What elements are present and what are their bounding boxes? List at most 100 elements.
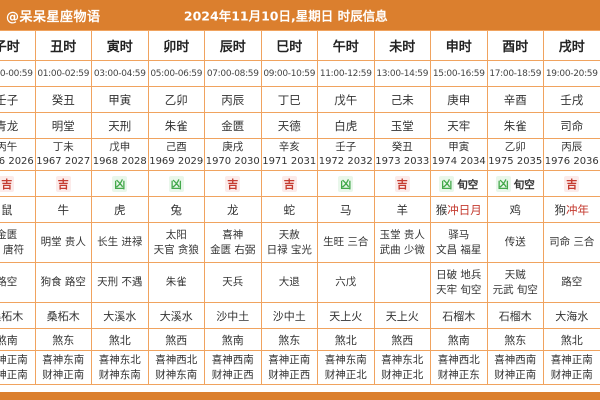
- zodiac-animal: 虎: [114, 202, 126, 217]
- gods-direction-cell: 喜神西南 财神正西: [204, 350, 262, 385]
- xiongshen-line: 路空: [561, 276, 583, 289]
- jishen-line: 玉堂 贵人: [379, 229, 425, 242]
- year-ganzhi: 丙午: [0, 141, 18, 154]
- zodiac-animal: 鸡: [509, 202, 522, 217]
- sha-direction: 煞南煞东煞北煞西煞南煞东煞北煞西煞南煞东煞北: [0, 328, 600, 351]
- top-banner: @呆呆星座物语 2024年11月10日,星期日 时辰信息: [0, 0, 600, 30]
- auspicious-gods-cell: 太阳 天官 贪狼: [147, 222, 205, 263]
- luck-chip: 凶: [495, 175, 511, 192]
- direction-line: 财神正南: [42, 368, 85, 381]
- zodiac-animal: 鼠: [1, 202, 13, 217]
- hour-ganzhi: 壬子癸丑甲寅乙卯丙辰丁巳戊午己未庚申辛酉壬戌: [0, 86, 600, 113]
- nayin-cell: 桑柘木: [34, 302, 92, 329]
- xiongshen-line: 六戊: [335, 276, 357, 289]
- jishen-line: 日禄 宝光: [266, 243, 312, 256]
- hour-header-cell: 卯时: [147, 30, 205, 61]
- huangdao-star-cell: 朱雀: [486, 112, 544, 139]
- year-ganzhi: 辛亥: [278, 141, 300, 154]
- sha-direction-cell: 煞东: [486, 328, 544, 351]
- sha-direction-cell: 煞东: [260, 328, 318, 351]
- inauspicious-gods-cell: 路空: [543, 262, 600, 303]
- xiongshen-line: 天贼: [504, 269, 526, 282]
- direction-line: 财神正南: [494, 368, 537, 381]
- direction-line: 财神正北: [381, 368, 424, 381]
- year-pair-cell: 辛亥 1971 2031: [260, 138, 318, 171]
- luck-extra: 旬空: [457, 178, 479, 191]
- luck-chip: 吉: [281, 175, 297, 192]
- year-pair-cell: 甲寅 1974 2034: [430, 138, 488, 171]
- nayin-cell: 天上火: [373, 302, 431, 329]
- auspicious-gods-cell: 明堂 贵人: [34, 222, 92, 263]
- hour-header-cell: 子时: [0, 30, 36, 61]
- year-pair-cell: 己酉 1969 2029: [147, 138, 205, 171]
- zodiac-clash: 冲年: [566, 202, 589, 217]
- sha-direction-cell: 煞南: [430, 328, 488, 351]
- zodiac-cell: 马: [317, 196, 375, 223]
- time-range-cell: 17:00-18:59: [486, 60, 544, 87]
- time-range: 23:00-00:5901:00-02:5903:00-04:5905:00-0…: [0, 60, 600, 87]
- jishen-line: 文昌 福星: [436, 243, 482, 256]
- year-ganzhi: 壬子: [335, 141, 357, 154]
- nayin-cell: 大溪水: [91, 302, 149, 329]
- jishen-line: 天官 贪狼: [153, 243, 199, 256]
- inauspicious-gods-cell: 天兵: [204, 262, 262, 303]
- year-numbers: 1976 2036: [544, 155, 599, 167]
- jishen-line: 太阳: [165, 229, 187, 242]
- direction-line: 喜神西北: [155, 354, 198, 367]
- xiongshen-line: 天刑 不遇: [97, 276, 143, 289]
- jishen-line: 喜神: [222, 229, 244, 242]
- jishen-line: 传送: [504, 236, 526, 249]
- luck-verdict-cell: 吉: [204, 170, 262, 197]
- jishen-line: 金匮: [0, 229, 18, 242]
- luck-verdict-cell: 凶旬空: [486, 170, 544, 197]
- luck-chip: 凶: [168, 175, 184, 192]
- sha-direction-cell: 煞西: [373, 328, 431, 351]
- auspicious-gods-cell: 司命 三合: [543, 222, 600, 263]
- huangdao-star-cell: 天刑: [91, 112, 149, 139]
- direction-line: 财神正西: [211, 368, 254, 381]
- zodiac-cell: 羊: [373, 196, 431, 223]
- hour-ganzhi-cell: 戊午: [317, 86, 375, 113]
- gods-direction-cell: 喜神东北 财神东南: [91, 350, 149, 385]
- hour-ganzhi-cell: 壬戌: [543, 86, 600, 113]
- luck-chip: 吉: [55, 175, 71, 192]
- gods-direction-cell: 喜神西北 财神正东: [430, 350, 488, 385]
- inauspicious-gods-cell: 大退: [260, 262, 318, 303]
- zodiac-cell: 蛇: [260, 196, 318, 223]
- gods-direction: 喜神正南财神正南喜神东南财神正南喜神东北财神东南喜神西北财神东南喜神西南财神正西…: [0, 350, 600, 385]
- inauspicious-gods-cell: 朱雀: [147, 262, 205, 303]
- year-numbers: 1968 2028: [92, 155, 147, 167]
- almanac-table-viewport: 子时丑时寅时卯时辰时巳时午时未时申时酉时戌时23:00-00:5901:00-0…: [0, 30, 600, 392]
- luck-chip: 吉: [225, 175, 241, 192]
- luck-verdict: 吉吉凶凶吉吉凶吉凶旬空凶旬空吉: [0, 170, 600, 197]
- xiongshen-line: 天兵: [222, 276, 244, 289]
- huangdao-star-cell: 白虎: [317, 112, 375, 139]
- jishen-line: 司命 三合: [549, 236, 595, 249]
- bottom-accent-bar: [0, 392, 600, 400]
- nayin-cell: 大溪水: [147, 302, 205, 329]
- nayin-cell: 天上火: [317, 302, 375, 329]
- luck-verdict-cell: 凶: [147, 170, 205, 197]
- time-range-cell: 03:00-04:59: [91, 60, 149, 87]
- hour-ganzhi-cell: 丁巳: [260, 86, 318, 113]
- year-ganzhi: 己酉: [165, 141, 187, 154]
- luck-chip: 吉: [394, 175, 410, 192]
- year-numbers: 1974 2034: [431, 155, 486, 167]
- zodiac-animal: 马: [340, 202, 352, 217]
- gods-direction-cell: 喜神正南 财神正西: [260, 350, 318, 385]
- luck-verdict-cell: 吉: [0, 170, 36, 197]
- auspicious-gods-cell: 喜神 金匮 右弼: [204, 222, 262, 263]
- hour-header-cell: 戌时: [543, 30, 600, 61]
- inauspicious-gods-cell: 天贼 元武 旬空: [486, 262, 544, 303]
- year-numbers: 1971 2031: [262, 155, 317, 167]
- luck-verdict-cell: 吉: [260, 170, 318, 197]
- hour-ganzhi-cell: 壬子: [0, 86, 36, 113]
- xiongshen-line: 日破 地兵: [436, 269, 482, 282]
- gods-direction-cell: 喜神东北 财神正北: [373, 350, 431, 385]
- auspicious-gods-cell: 长生 进禄: [91, 222, 149, 263]
- luck-verdict-cell: 吉: [543, 170, 600, 197]
- nayin-cell: 桑柘木: [0, 302, 36, 329]
- year-pair-cell: 庚戌 1970 2030: [204, 138, 262, 171]
- gods-direction-cell: 喜神东南 财神正南: [34, 350, 92, 385]
- direction-line: 财神正西: [268, 368, 311, 381]
